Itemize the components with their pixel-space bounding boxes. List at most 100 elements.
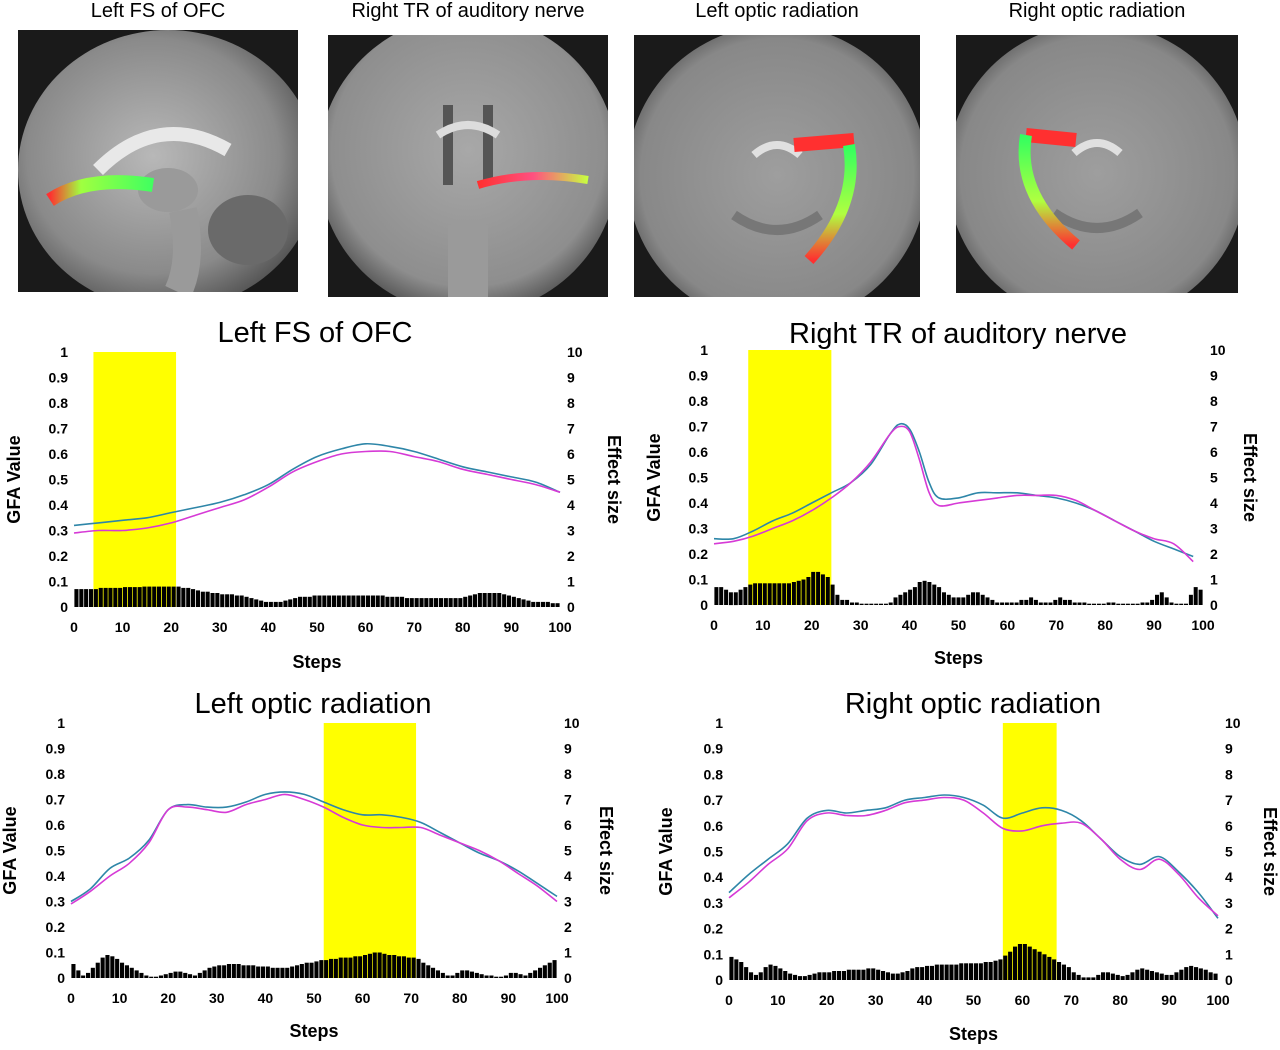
effect-size-bar <box>353 956 358 978</box>
effect-size-bar <box>411 957 416 978</box>
effect-size-bar <box>822 972 827 980</box>
effect-size-bar <box>533 970 538 978</box>
y2-tick-label: 1 <box>1225 946 1233 962</box>
effect-size-bar <box>1047 956 1052 980</box>
effect-size-bar <box>552 960 557 978</box>
effect-size-bar <box>1072 602 1077 605</box>
x-tick-label: 50 <box>966 992 982 1008</box>
x-tick-label: 70 <box>1049 617 1065 633</box>
effect-size-bar <box>84 589 89 607</box>
effect-size-bar <box>508 972 513 978</box>
effect-size-bar <box>1110 973 1115 980</box>
effect-size-bar <box>1169 602 1174 605</box>
effect-size-bar <box>1135 969 1140 980</box>
y-tick-label: 1 <box>700 342 708 358</box>
chart-left-fs-ofc: 00.10.20.30.40.50.60.70.80.9101234567891… <box>4 317 624 672</box>
y-tick-label: 0.2 <box>704 921 724 937</box>
x-axis-label: Steps <box>949 1024 998 1044</box>
effect-size-bar <box>404 598 409 607</box>
effect-size-bar <box>550 603 555 607</box>
effect-size-bar <box>1149 971 1154 980</box>
y2-tick-label: 8 <box>567 395 575 411</box>
effect-size-bar <box>324 960 329 978</box>
y2-tick-label: 9 <box>1225 741 1233 757</box>
effect-size-bar <box>523 975 528 978</box>
effect-size-bar <box>841 971 846 980</box>
effect-size-bar <box>1024 599 1029 605</box>
effect-size-bar <box>1164 974 1169 980</box>
y2-axis-label: Effect size <box>596 806 616 895</box>
effect-size-bar <box>229 594 234 608</box>
effect-size-bar <box>295 965 300 979</box>
effect-size-bar <box>205 591 210 607</box>
effect-size-bar <box>1101 972 1106 980</box>
effect-size-bar <box>1184 967 1189 980</box>
effect-size-bar <box>445 975 450 978</box>
effect-size-bar <box>290 966 295 978</box>
effect-size-bar <box>883 603 888 605</box>
effect-size-bar <box>969 963 974 980</box>
chart-title: Right optic radiation <box>845 688 1101 720</box>
effect-size-bar <box>1009 602 1014 605</box>
effect-size-bar <box>260 966 265 978</box>
effect-size-bar <box>123 587 128 607</box>
effect-size-bar <box>1033 599 1038 605</box>
effect-size-bar <box>538 967 543 978</box>
effect-size-bar <box>846 969 851 980</box>
effect-size-bar <box>380 595 385 607</box>
y-tick-label: 0.2 <box>689 546 709 562</box>
effect-size-bar <box>497 593 502 607</box>
effect-size-bar <box>283 600 288 607</box>
effect-size-bar <box>390 596 395 607</box>
effect-size-bar <box>518 974 523 978</box>
y-tick-label: 0.7 <box>704 792 724 808</box>
effect-size-bar <box>416 958 421 978</box>
effect-size-bar <box>942 592 946 606</box>
effect-size-bar <box>499 976 504 978</box>
effect-size-bar <box>866 968 871 980</box>
x-tick-label: 20 <box>163 619 179 635</box>
effect-size-bar <box>801 579 806 605</box>
effect-size-bar <box>154 976 159 978</box>
effect-size-bar <box>1169 974 1174 980</box>
effect-size-bar <box>385 596 390 607</box>
effect-size-bar <box>327 595 332 607</box>
chart-title: Left optic radiation <box>195 688 432 720</box>
x-tick-label: 90 <box>1146 617 1162 633</box>
effect-size-bar <box>409 598 414 607</box>
effect-size-bar <box>152 586 157 607</box>
effect-size-bar <box>1164 597 1169 605</box>
y-tick-label: 0.8 <box>704 766 724 782</box>
y2-axis-label: Effect size <box>1240 433 1260 522</box>
effect-size-bar <box>370 595 375 607</box>
effect-size-bar <box>1091 977 1096 980</box>
x-tick-label: 100 <box>548 619 572 635</box>
effect-size-bar <box>435 970 440 978</box>
effect-size-bar <box>1111 602 1116 605</box>
y2-axis-label: Effect size <box>1260 807 1280 896</box>
effect-size-bar <box>387 955 392 978</box>
effect-size-bar <box>270 967 275 978</box>
effect-size-bar <box>118 587 123 607</box>
effect-size-bar <box>1106 602 1111 605</box>
effect-size-bar <box>851 969 856 980</box>
y-axis-label: GFA Value <box>4 435 24 523</box>
effect-size-bar <box>367 953 372 978</box>
effect-size-bar <box>1048 602 1053 605</box>
effect-size-bar <box>239 595 244 607</box>
effect-size-bar <box>973 963 978 980</box>
series-line-2 <box>70 793 558 905</box>
x-tick-label: 90 <box>501 990 517 1006</box>
effect-size-bar <box>951 597 956 605</box>
effect-size-bar <box>905 971 910 980</box>
effect-size-bar <box>1043 602 1048 605</box>
x-tick-label: 30 <box>853 617 869 633</box>
y2-tick-label: 7 <box>567 421 575 437</box>
effect-size-bar <box>1159 592 1164 606</box>
x-tick-label: 0 <box>70 619 78 635</box>
y2-tick-label: 8 <box>564 766 572 782</box>
y2-tick-label: 9 <box>567 370 575 386</box>
effect-size-bar <box>1087 603 1092 605</box>
y-tick-label: 0.9 <box>46 741 66 757</box>
y2-tick-label: 0 <box>1225 972 1233 988</box>
